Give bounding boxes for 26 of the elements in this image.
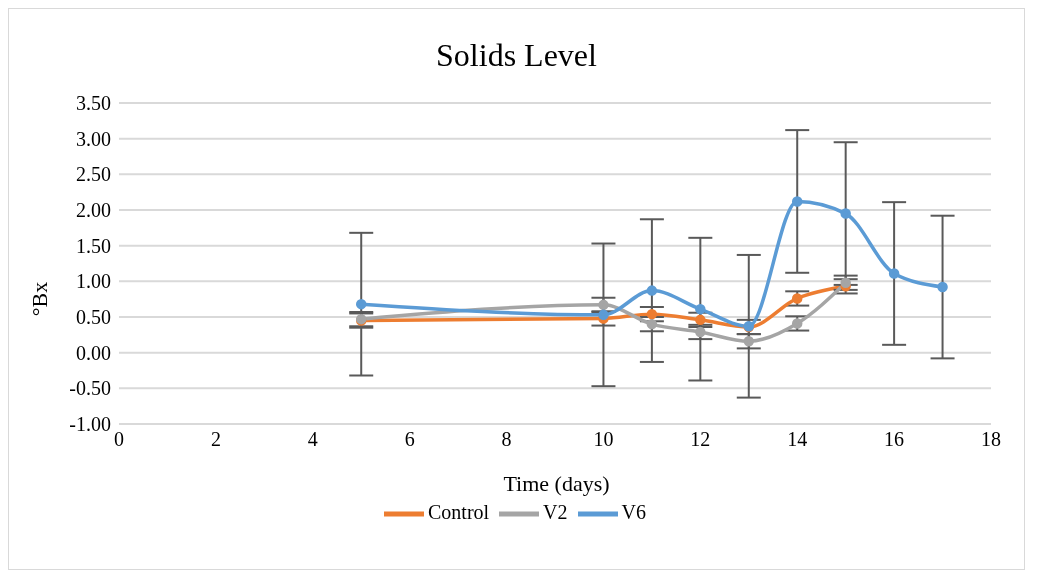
legend-label: V2 (543, 500, 568, 523)
y-tick-label: 3.50 (76, 92, 111, 115)
y-tick-label: 3.00 (76, 127, 111, 150)
y-tick-label: 2.00 (76, 199, 111, 222)
y-tick-label: -1.00 (69, 413, 111, 436)
y-tick-label: 1.00 (76, 270, 111, 293)
y-tick-label: -0.50 (69, 377, 111, 400)
x-tick-label: 12 (690, 428, 711, 451)
y-tick-label: 0.50 (76, 306, 111, 329)
x-tick-label: 10 (593, 428, 614, 451)
x-tick-label: 18 (981, 428, 1001, 451)
y-tick-label: 2.50 (76, 163, 111, 186)
x-tick-label: 14 (787, 428, 808, 451)
y-axis-title: °Bx (27, 281, 54, 317)
x-tick-label: 6 (404, 428, 415, 451)
legend-label: Control (427, 500, 490, 523)
y-tick-label: 1.50 (76, 234, 111, 257)
chart-title: Solids Level (435, 37, 598, 74)
x-tick-label: 0 (114, 428, 124, 451)
x-axis-title: Time (days) (502, 471, 611, 497)
x-tick-label: 8 (501, 428, 512, 451)
legend-label: V6 (621, 500, 647, 523)
x-tick-label: 4 (307, 428, 318, 451)
x-tick-label: 2 (210, 428, 221, 451)
y-tick-label: 0.00 (76, 341, 111, 364)
x-tick-label: 16 (884, 428, 905, 451)
